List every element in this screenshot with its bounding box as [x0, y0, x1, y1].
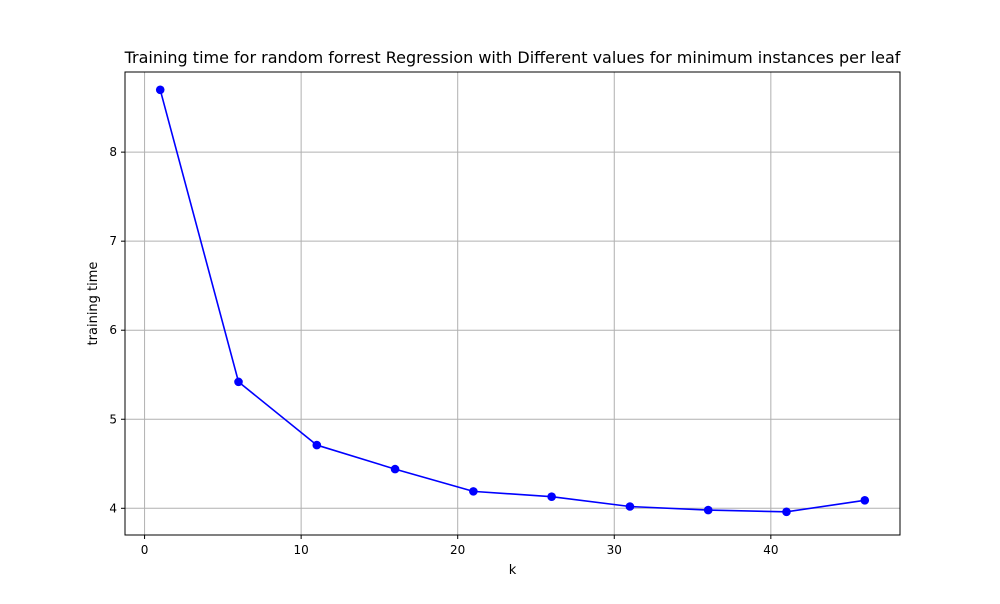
x-axis-label: k — [509, 563, 517, 578]
data-point — [390, 464, 400, 474]
x-tick-label: 0 — [141, 543, 149, 557]
plot-area-frame — [124, 71, 901, 536]
x-tick-label: 20 — [450, 543, 465, 557]
axis-ticks: 0 10 20 30 40 4 5 6 7 8 — [109, 145, 778, 557]
chart-title: Training time for random forrest Regress… — [124, 48, 901, 67]
data-point — [547, 492, 556, 502]
series-line — [159, 89, 865, 513]
data-point — [312, 440, 322, 450]
data-point — [234, 377, 243, 387]
x-tick-label: 30 — [607, 543, 622, 557]
data-point — [469, 487, 478, 496]
data-point — [703, 505, 713, 515]
data-point — [155, 85, 165, 95]
series-layer — [155, 85, 870, 517]
data-point — [860, 495, 870, 505]
y-tick-label: 7 — [109, 234, 117, 248]
data-point — [782, 507, 791, 517]
y-tick-label: 8 — [109, 145, 117, 159]
y-axis-label: training time — [86, 262, 101, 346]
grid-lines — [125, 72, 900, 535]
y-tick-label: 4 — [109, 501, 117, 515]
x-tick-label: 40 — [763, 543, 778, 557]
y-tick-label: 5 — [109, 412, 117, 426]
data-point — [625, 502, 635, 511]
y-tick-label: 6 — [109, 323, 117, 337]
x-tick-label: 10 — [293, 543, 308, 557]
